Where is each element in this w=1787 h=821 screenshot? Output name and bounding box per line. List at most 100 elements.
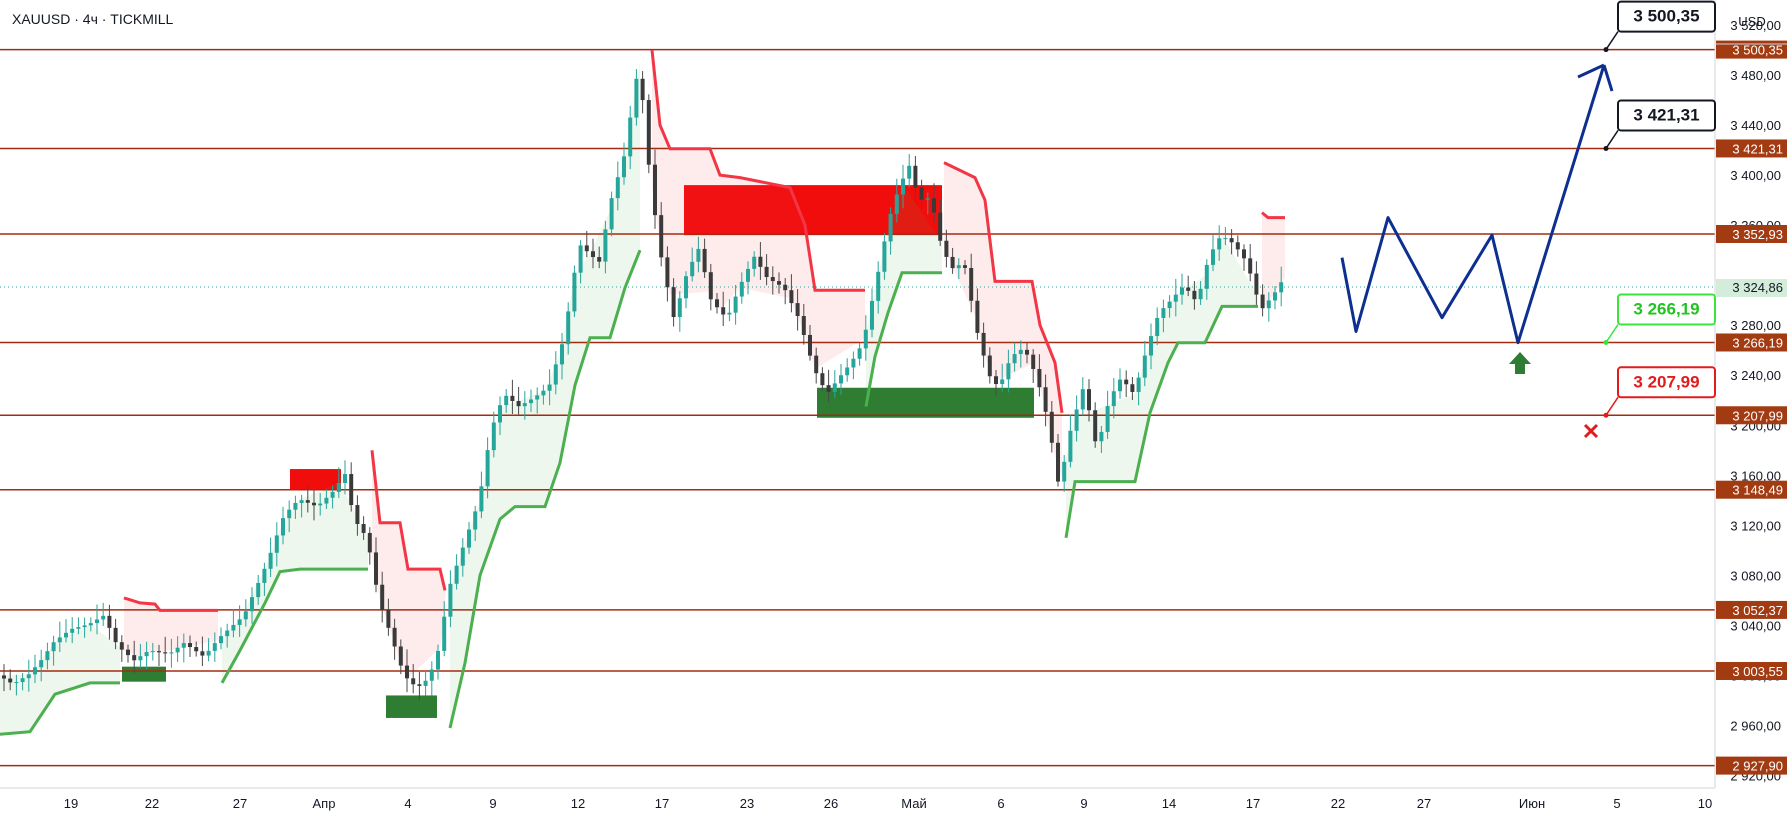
level-tag-label-2: 3 421,31 [1732, 141, 1783, 156]
supertrend-up-line-2 [220, 567, 368, 684]
candle-body [566, 311, 571, 345]
candle-body [467, 529, 471, 548]
candle-body [1142, 355, 1147, 378]
candle-body [584, 245, 589, 252]
candle-body [1031, 354, 1036, 369]
time-tick-label: 10 [1698, 796, 1712, 811]
supertrend-up-line-3 [448, 249, 642, 729]
candle-body [1211, 249, 1215, 265]
candle-body [653, 164, 657, 216]
time-axis-ticks: 19 22 27 Апр 4 9 12 17 23 26 Май 6 9 14 17 22 27 Июн 5 10 [64, 796, 1712, 811]
current-price-tag: 3 324,86 [1716, 279, 1787, 297]
candle-body [1087, 389, 1091, 411]
candle-body [963, 265, 967, 268]
supertrend-up-line-5 [1064, 304, 1258, 539]
level-tag-label-8: 3 003,55 [1732, 664, 1783, 679]
time-tick-label: 12 [571, 796, 585, 811]
stop-cross-icon [1583, 423, 1599, 439]
price-tick-label: 3 080,00 [1730, 568, 1781, 583]
supply-zone-1 [290, 469, 341, 491]
candle-body [975, 300, 980, 333]
candle-body [981, 332, 986, 356]
downtrend-fill-4 [944, 162, 1062, 478]
candle-body [175, 647, 180, 653]
time-tick-label: 19 [64, 796, 78, 811]
demand-zone-2 [386, 695, 437, 718]
time-tick-label: 27 [1417, 796, 1431, 811]
supertrend-down-line-5 [1261, 211, 1285, 220]
current-price-tag-bg [1716, 279, 1787, 297]
price-tick-label: 3 480,00 [1730, 68, 1781, 83]
candle-body [1099, 431, 1104, 442]
candle-body [1273, 292, 1277, 301]
candle-body [684, 276, 688, 299]
candle-body [541, 390, 546, 396]
candle-body [876, 271, 881, 301]
candle-body [640, 78, 645, 101]
candle-body [206, 650, 211, 656]
candle-body [324, 497, 329, 504]
time-axis-panel[interactable] [0, 788, 1715, 821]
zones-layer [122, 185, 1034, 718]
time-tick-label: 22 [145, 796, 159, 811]
candle-body [349, 474, 354, 506]
level-tag-2 [1716, 139, 1787, 158]
candle-body [498, 405, 502, 423]
candle-body [423, 680, 428, 686]
candle-body [237, 619, 242, 625]
candle-body [411, 678, 416, 685]
callout-pointer-2 [1605, 130, 1619, 149]
uptrend-fill-4 [866, 183, 942, 407]
candle-body [597, 257, 602, 262]
candle-body [262, 568, 267, 583]
price-axis-level-labels: 3 500,35 3 421,31 3 352,93 3 266,19 3 207,99… [1716, 40, 1787, 775]
time-tick-label: 5 [1613, 796, 1620, 811]
candle-body [39, 660, 44, 668]
candle-body [305, 500, 310, 503]
candle-body [1167, 301, 1172, 309]
candle-body [808, 334, 812, 356]
candle-body [665, 257, 670, 288]
candle-body [553, 364, 558, 385]
level-tag-6 [1716, 480, 1787, 499]
time-tick-label: 26 [824, 796, 838, 811]
candle-body [132, 655, 137, 661]
candle-body [770, 277, 775, 282]
candle-body [956, 265, 961, 269]
candle-body [361, 523, 366, 533]
forecast-layer [1340, 63, 1614, 439]
price-tick-label: 3 400,00 [1730, 168, 1781, 183]
candle-body [913, 165, 918, 188]
callouts-layer: 3 500,35 3 421,31 3 266,19 3 207,99 [1603, 0, 1716, 418]
time-tick-label: Апр [313, 796, 336, 811]
candle-body [535, 395, 540, 400]
candle-body [392, 627, 397, 647]
candle-body [702, 248, 707, 273]
candle-body [1000, 379, 1005, 384]
candle-body [659, 215, 664, 258]
candle-body [107, 615, 112, 628]
candle-body [70, 628, 75, 633]
candle-body [826, 385, 831, 392]
time-tick-label: Июн [1519, 796, 1545, 811]
candle-body [1223, 238, 1228, 240]
candle-body [1155, 317, 1160, 337]
candle-body [1118, 379, 1122, 392]
candle-body [615, 177, 620, 199]
candle-body [777, 281, 781, 285]
candle-body [925, 198, 930, 200]
callout-label-1: 3 500,35 [1633, 7, 1699, 26]
candle-body [386, 609, 391, 628]
demand-zone-1 [122, 666, 166, 682]
candle-body [894, 194, 899, 214]
candle-body [572, 272, 577, 312]
uptrend-fill-5 [1066, 235, 1258, 538]
candle-body [677, 298, 682, 318]
candle-body [758, 256, 763, 267]
uptrend-fill-1 [0, 624, 120, 735]
candle-body [113, 627, 118, 643]
candle-body [603, 229, 608, 262]
candle-body [181, 643, 186, 648]
